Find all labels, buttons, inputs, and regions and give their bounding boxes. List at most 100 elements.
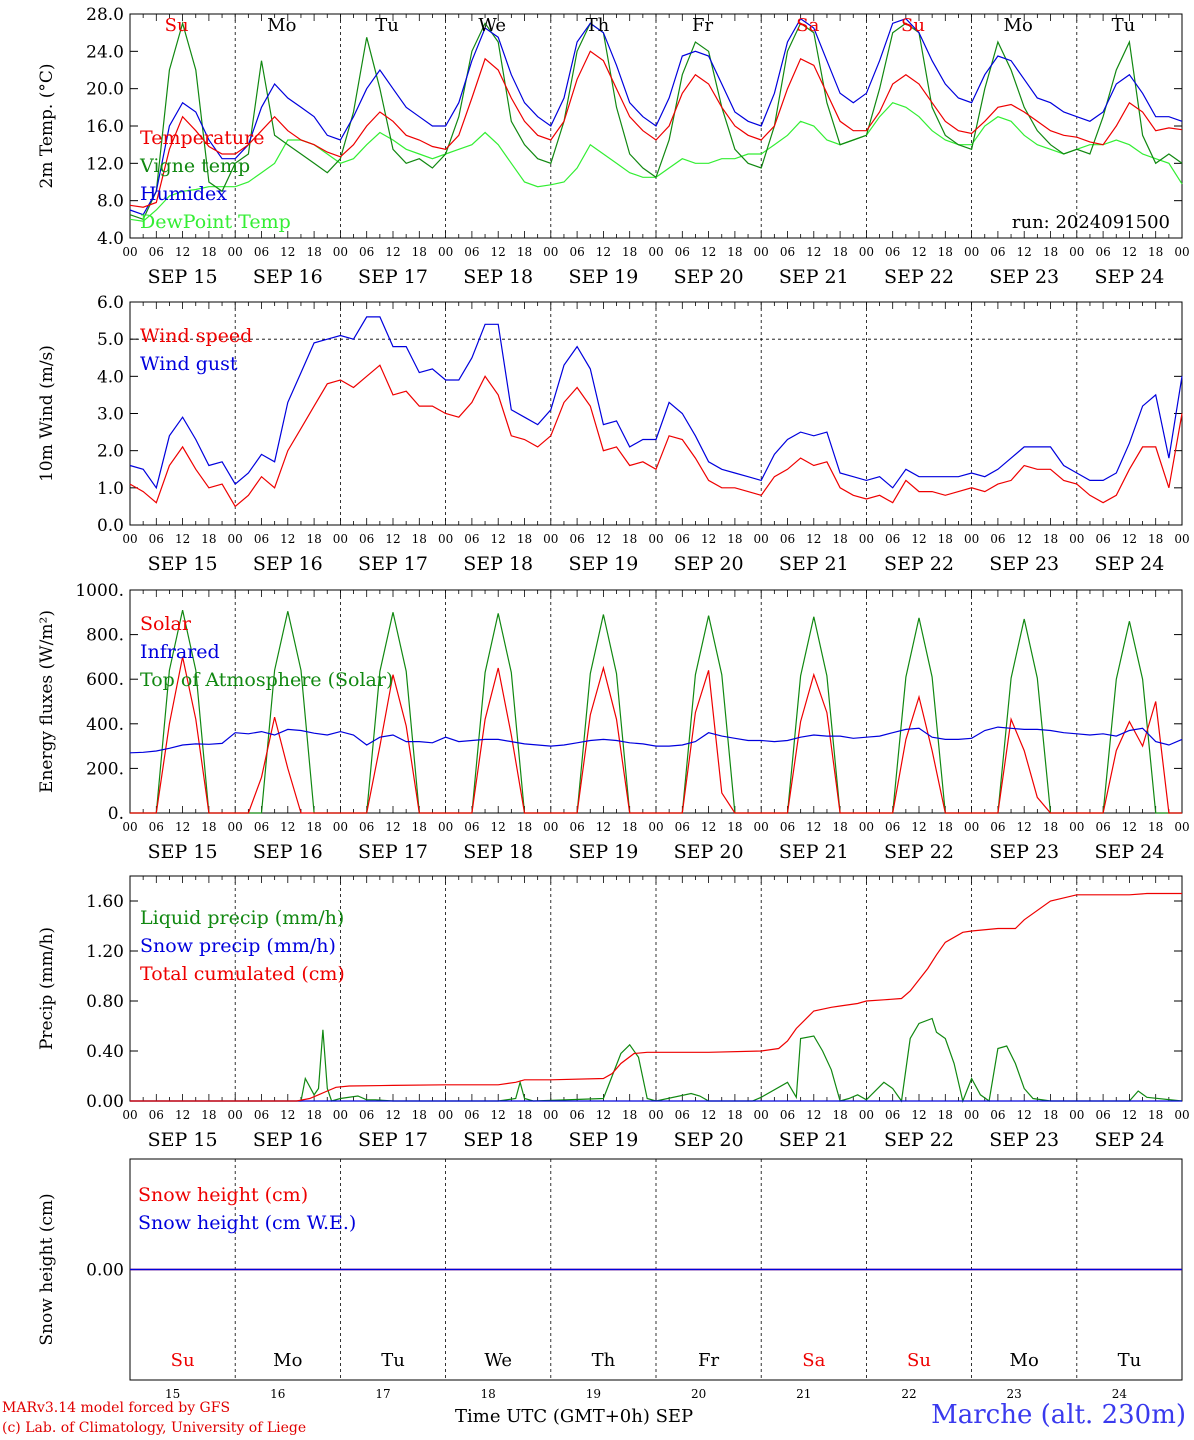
hour-tick-label: 12	[596, 820, 611, 834]
hour-tick-label: 00	[648, 532, 663, 546]
y-tick-label: 0.00	[86, 1261, 124, 1281]
hour-tick-label: 00	[1069, 532, 1084, 546]
panel-frame	[129, 301, 1183, 526]
weekday-label: Su	[165, 15, 189, 36]
legend-entry: Snow height (cm)	[138, 1184, 308, 1206]
hour-tick-label: 00	[1174, 532, 1189, 546]
hour-tick-label: 00	[1069, 245, 1084, 259]
day-number-label: 15	[165, 1387, 180, 1401]
hour-tick-label: 12	[385, 820, 400, 834]
hour-tick-label: 06	[675, 532, 690, 546]
hour-tick-label: 06	[149, 245, 164, 259]
legend-entry: Wind speed	[140, 325, 252, 347]
hour-tick-label: 12	[1017, 820, 1032, 834]
date-label: SEP 18	[463, 266, 533, 288]
hour-tick-label: 06	[1095, 245, 1110, 259]
date-label: SEP 21	[779, 841, 849, 863]
date-label: SEP 18	[463, 841, 533, 863]
date-label: SEP 16	[253, 1129, 323, 1151]
date-label: SEP 16	[253, 266, 323, 288]
hour-tick-label: 06	[885, 820, 900, 834]
legend-entry: Vigne temp	[139, 155, 250, 177]
date-label: SEP 17	[358, 1129, 428, 1151]
hour-tick-label: 12	[701, 245, 716, 259]
hour-tick-label: 18	[622, 820, 637, 834]
day-number-label: 19	[586, 1387, 601, 1401]
hour-tick-label: 18	[1043, 245, 1058, 259]
hour-tick-label: 00	[964, 1108, 979, 1122]
hour-tick-label: 06	[990, 1108, 1005, 1122]
y-axis-title: 2m Temp. (°C)	[37, 63, 57, 188]
hour-tick-label: 00	[1069, 820, 1084, 834]
series-line-solar	[130, 656, 1182, 814]
hour-tick-label: 00	[543, 245, 558, 259]
y-axis-title: Energy fluxes (W/m²)	[37, 610, 57, 793]
weekday-label: Mo	[267, 15, 296, 36]
y-axis-title: 10m Wind (m/s)	[37, 345, 57, 482]
hour-tick-label: 12	[491, 820, 506, 834]
hour-tick-label: 06	[885, 245, 900, 259]
y-tick-label: 200.	[86, 759, 124, 779]
hour-tick-label: 06	[254, 1108, 269, 1122]
hour-tick-label: 06	[675, 1108, 690, 1122]
hour-tick-label: 18	[1148, 532, 1163, 546]
hour-tick-label: 18	[938, 532, 953, 546]
hour-tick-label: 00	[648, 245, 663, 259]
weekday-label: Su	[901, 15, 925, 36]
hour-tick-label: 18	[832, 820, 847, 834]
y-tick-label: 800.	[86, 626, 124, 646]
hour-tick-label: 00	[543, 532, 558, 546]
hour-tick-label: 00	[122, 820, 137, 834]
hour-tick-label: 06	[464, 820, 479, 834]
hour-tick-label: 12	[1122, 1108, 1137, 1122]
hour-tick-label: 12	[385, 245, 400, 259]
hour-tick-label: 00	[964, 532, 979, 546]
hour-tick-label: 18	[412, 820, 427, 834]
hour-tick-label: 06	[464, 245, 479, 259]
hour-tick-label: 00	[543, 1108, 558, 1122]
date-label: SEP 15	[148, 841, 218, 863]
day-number-label: 18	[481, 1387, 496, 1401]
day-number-label: 23	[1007, 1387, 1022, 1401]
legend-entry: Infrared	[140, 641, 220, 663]
panel-frame	[129, 589, 1183, 814]
date-label: SEP 21	[779, 266, 849, 288]
hour-tick-label: 18	[412, 245, 427, 259]
hour-tick-label: 12	[911, 1108, 926, 1122]
y-tick-label: 0.0	[97, 516, 124, 536]
y-tick-label: 1.20	[86, 942, 124, 962]
date-label: SEP 20	[674, 266, 744, 288]
hour-tick-label: 06	[254, 532, 269, 546]
hour-tick-label: 00	[754, 245, 769, 259]
hour-tick-label: 18	[938, 1108, 953, 1122]
hour-tick-label: 12	[280, 245, 295, 259]
hour-tick-label: 12	[806, 820, 821, 834]
date-label: SEP 24	[1094, 1129, 1164, 1151]
series-line-liquid-precip-mm-h-	[130, 1017, 1183, 1104]
date-label: SEP 18	[463, 553, 533, 575]
hour-tick-label: 12	[280, 820, 295, 834]
hour-tick-label: 18	[1043, 532, 1058, 546]
hour-tick-label: 18	[727, 820, 742, 834]
y-axis-title: Snow height (cm)	[37, 1193, 57, 1345]
hour-tick-label: 12	[385, 1108, 400, 1122]
date-label: SEP 23	[989, 1129, 1059, 1151]
hour-tick-label: 00	[648, 1108, 663, 1122]
hour-tick-label: 00	[228, 820, 243, 834]
hour-tick-label: 18	[622, 245, 637, 259]
hour-tick-label: 00	[754, 820, 769, 834]
hour-tick-label: 06	[1095, 1108, 1110, 1122]
hour-tick-label: 12	[1122, 532, 1137, 546]
hour-tick-label: 12	[280, 532, 295, 546]
hour-tick-label: 00	[438, 532, 453, 546]
hour-tick-label: 18	[727, 1108, 742, 1122]
hour-tick-label: 06	[254, 245, 269, 259]
hour-tick-label: 06	[149, 532, 164, 546]
hour-tick-label: 12	[701, 532, 716, 546]
y-tick-label: 0.40	[86, 1042, 124, 1062]
hour-tick-label: 00	[122, 532, 137, 546]
hour-tick-label: 06	[569, 1108, 584, 1122]
y-tick-label: 400.	[86, 715, 124, 735]
hour-tick-label: 06	[675, 820, 690, 834]
